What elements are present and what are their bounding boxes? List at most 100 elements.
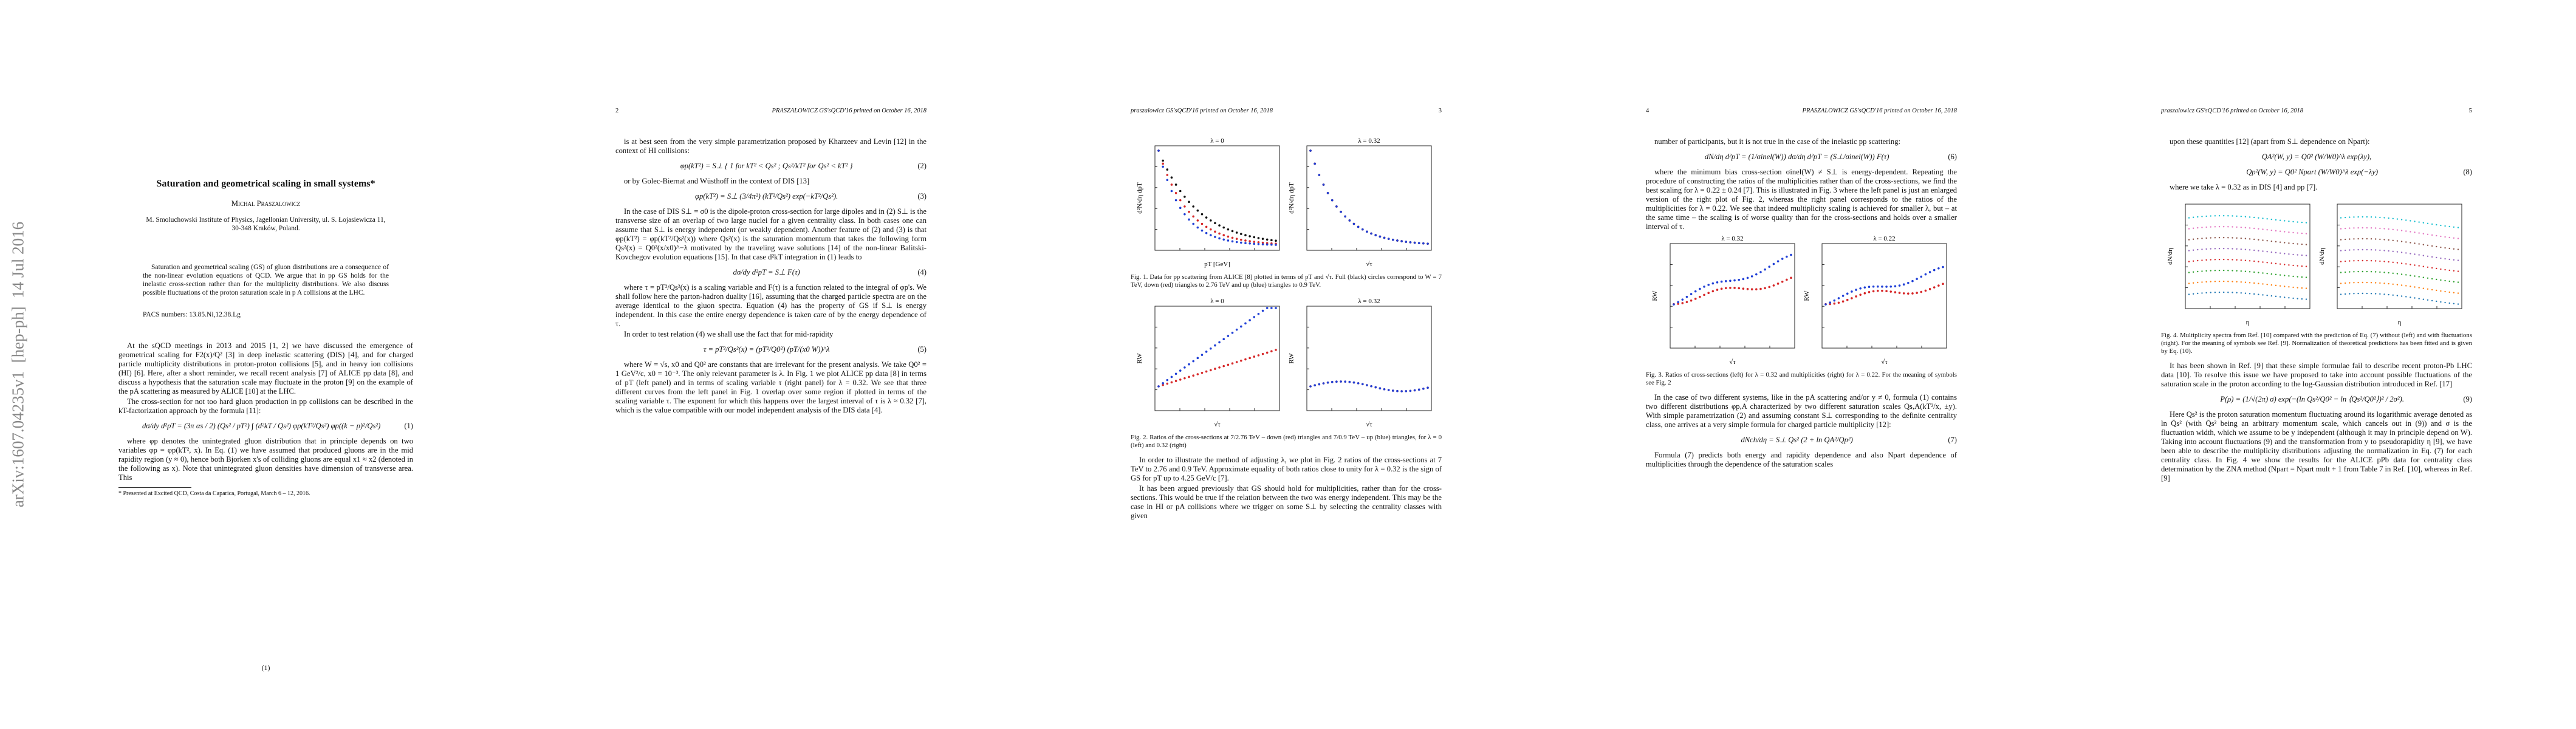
decor-point (2431, 289, 2433, 291)
decor-point (1889, 285, 1893, 288)
running-title: PRASZALOWICZ GS'sQCD'16 printed on Octob… (772, 108, 927, 114)
equation-body: φp(kT²) = S⊥ { 1 for kT² < Qs² ; Qs²/kT²… (680, 162, 853, 170)
decor-point (2227, 259, 2229, 261)
decor-point (2232, 270, 2233, 272)
decor-point (2197, 292, 2199, 295)
decor-point (2366, 270, 2368, 273)
decor-point (2427, 255, 2429, 258)
decor-point (1937, 284, 1940, 287)
decor-point (2279, 296, 2281, 298)
decor-point (1855, 289, 1857, 291)
decor-point (1192, 222, 1194, 225)
decor-point (1703, 293, 1705, 296)
decor-point (2431, 234, 2433, 236)
decor-point (1249, 319, 1251, 321)
decor-point (2240, 281, 2242, 283)
decor-point (1851, 290, 1853, 293)
decor-point (2436, 224, 2437, 226)
page: upon these quantities [12] (apart from S… (2161, 137, 2472, 484)
decor-point (1396, 389, 1399, 392)
decor-point (2222, 291, 2225, 293)
decor-point (2188, 272, 2190, 273)
decor-point (2340, 261, 2342, 262)
decor-point (1340, 380, 1342, 383)
decor-point (1348, 380, 1351, 383)
decor-point (1711, 282, 1714, 285)
decor-point (2448, 291, 2450, 293)
decor-point (1755, 288, 1758, 290)
decor-point (2279, 230, 2281, 232)
decor-point (1170, 176, 1173, 179)
decor-point (2340, 239, 2342, 241)
decor-point (2201, 259, 2203, 261)
decor-point (1326, 381, 1329, 384)
decor-point (1231, 236, 1234, 239)
decor-point (1335, 380, 1338, 383)
decor-point (1374, 386, 1377, 389)
decor-point (2431, 299, 2433, 302)
decor-point (1685, 301, 1688, 303)
decor-point (2362, 259, 2363, 262)
decor-point (1222, 238, 1225, 241)
decor-point (2249, 249, 2251, 251)
decor-point (1227, 335, 1230, 337)
equation-number: (2) (917, 162, 927, 170)
decor-point (2357, 238, 2359, 240)
decor-point (2292, 231, 2294, 234)
decor-point (2457, 227, 2459, 228)
equation-body: dσ/dy d²pT = S⊥ F(τ) (733, 268, 800, 276)
decor-point (2292, 286, 2294, 289)
affiliation: M. Smoluchowski Institute of Physics, Ja… (146, 216, 386, 232)
decor-point (1266, 351, 1269, 354)
decor-point (1244, 242, 1247, 244)
decor-point (1924, 273, 1927, 276)
decor-point (2232, 259, 2233, 261)
decor-point (1227, 228, 1230, 231)
paragraph: upon these quantities [12] (apart from S… (2170, 137, 2370, 146)
decor-point (1859, 287, 1862, 290)
decor-point (2297, 276, 2298, 278)
decor-point (2436, 278, 2437, 281)
decor-point (1694, 298, 1697, 300)
decor-point (2349, 227, 2351, 229)
decor-point (1209, 228, 1212, 231)
decor-point (2410, 242, 2411, 244)
decor-point (2457, 303, 2459, 305)
decor-point (2205, 237, 2207, 239)
decor-point (1711, 290, 1714, 293)
page: number of participants, but it is not tr… (1646, 137, 1957, 470)
decor-point (2232, 281, 2233, 282)
decor-point (1422, 242, 1425, 245)
paragraph: where W = √s, x0 and Q0² are constants t… (615, 360, 927, 414)
page-number: (1) (261, 663, 270, 672)
decor-point (1174, 199, 1177, 202)
decor-point (1209, 219, 1212, 222)
decor-point (1387, 389, 1390, 391)
decor-point (2227, 226, 2229, 228)
y-axis-label: dN/dη (2167, 248, 2174, 265)
decor-point (2192, 293, 2194, 295)
decor-point (2253, 249, 2255, 252)
decor-point (2392, 261, 2394, 263)
decor-point (1170, 183, 1173, 186)
decor-point (2236, 215, 2238, 217)
decor-point (1249, 240, 1251, 242)
decor-point (1214, 222, 1216, 225)
paragraph: It has been shown in Ref. [9] that these… (2161, 361, 2472, 388)
decor-point (1322, 382, 1325, 385)
decor-point (1196, 209, 1199, 212)
decor-point (2344, 216, 2346, 219)
decor-point (1872, 285, 1875, 288)
decor-point (1184, 196, 1186, 198)
decor-point (2249, 271, 2251, 273)
decor-point (2227, 292, 2229, 293)
decor-point (1392, 238, 1394, 241)
decor-point (1257, 241, 1260, 244)
decor-point (1192, 205, 1194, 208)
decor-point (1413, 389, 1416, 392)
decor-point (1383, 236, 1386, 239)
equation-number: (4) (917, 268, 927, 276)
decor-point (1742, 278, 1745, 281)
decor-point (1249, 242, 1251, 245)
decor-point (1275, 307, 1277, 309)
